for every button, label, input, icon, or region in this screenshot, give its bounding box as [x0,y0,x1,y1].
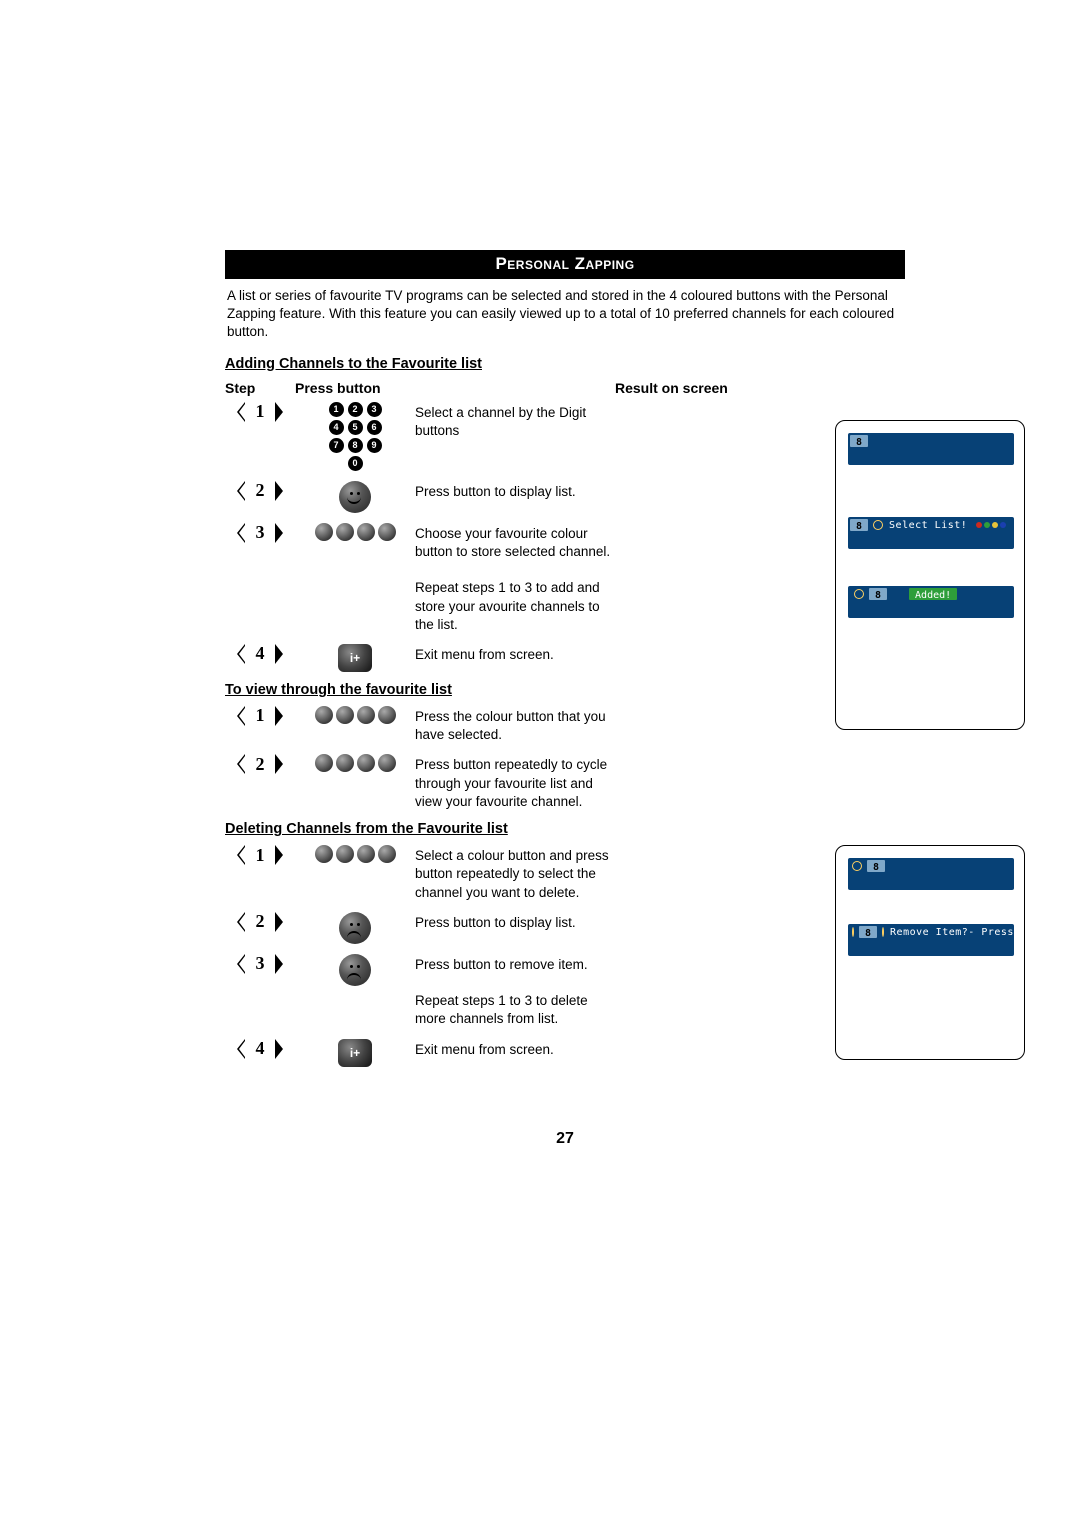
step-diamond: 1 [243,402,277,422]
colour-buttons-icon [315,845,396,863]
step-desc: Press the colour button that you have se… [415,706,615,744]
step-desc: Select a channel by the Digit buttons [415,402,615,440]
del-step-4: 4 i+ Exit menu from screen. [225,1039,905,1067]
add-block: Step Press button Result on screen 1 123… [225,380,905,672]
add-step-4: 4 i+ Exit menu from screen. [225,644,905,672]
exit-button-icon: i+ [338,1039,372,1067]
colour-buttons-icon [315,754,396,772]
step-desc: Press button to display list. [415,481,615,501]
frown-button-icon [339,954,371,986]
step-desc: Press button to display list. [415,912,615,932]
heading-view: To view through the favourite list [225,682,905,698]
step-diamond: 2 [243,912,277,932]
step-desc: Press button repeatedly to cycle through… [415,754,615,811]
step-desc: Select a colour button and press button … [415,845,615,902]
column-headers: Step Press button Result on screen [225,380,905,396]
mini-dot [984,522,990,528]
frown-button-icon [339,912,371,944]
mini-dot [976,522,982,528]
result-screen-add: 8 8 Select List! 8 Added! [835,420,1025,730]
step-diamond: 3 [243,523,277,543]
osd-channel: 8 [848,858,1014,890]
osd-remove-item: 8 Remove Item?- Press [848,924,1014,956]
del-step-2: 2 Press button to display list. [225,912,905,944]
colour-buttons-icon [315,706,396,724]
heading-add: Adding Channels to the Favourite list [225,356,905,372]
hdr-step: Step [225,380,295,396]
step-diamond: 4 [243,1039,277,1059]
mini-dot [992,522,998,528]
osd-select-list: 8 Select List! [848,517,1014,549]
digit-keypad-icon: 123 456 789 0 [329,402,382,471]
step-desc: Exit menu from screen. [415,644,615,664]
add-step-2: 2 Press button to display list. [225,481,905,513]
step-desc: Exit menu from screen. [415,1039,615,1059]
manual-page: Personal Zapping A list or series of fav… [225,250,905,1077]
step-desc: Choose your favourite colour button to s… [415,523,615,634]
hdr-result: Result on screen [615,380,728,396]
step-diamond: 1 [243,845,277,865]
step-diamond: 1 [243,706,277,726]
view-step-1: 1 Press the colour button that you have … [225,706,905,744]
heading-del: Deleting Channels from the Favourite lis… [225,821,905,837]
osd-channel: 8 [848,433,1014,465]
add-step-1: 1 123 456 789 0 Select a channel by the … [225,402,905,471]
colour-buttons-icon [315,523,396,541]
add-step-3: 3 Choose your favourite colour button to… [225,523,905,634]
osd-added: 8 Added! [848,586,1014,618]
page-number: 27 [225,1130,905,1148]
step-diamond: 3 [243,954,277,974]
del-step-3: 3 Press button to remove item. Repeat st… [225,954,905,1029]
hdr-press: Press button [295,380,415,396]
section-title: Personal Zapping [225,250,905,279]
exit-button-icon: i+ [338,644,372,672]
step-diamond: 4 [243,644,277,664]
intro-text: A list or series of favourite TV program… [227,287,903,342]
step-desc: Press button to remove item. Repeat step… [415,954,615,1029]
result-screen-del: 8 8 Remove Item?- Press [835,845,1025,1060]
mini-dot [1000,522,1006,528]
del-step-1: 1 Select a colour button and press butto… [225,845,905,902]
step-diamond: 2 [243,754,277,774]
step-diamond: 2 [243,481,277,501]
view-step-2: 2 Press button repeatedly to cycle throu… [225,754,905,811]
smile-button-icon [339,481,371,513]
del-block: 1 Select a colour button and press butto… [225,845,905,1067]
